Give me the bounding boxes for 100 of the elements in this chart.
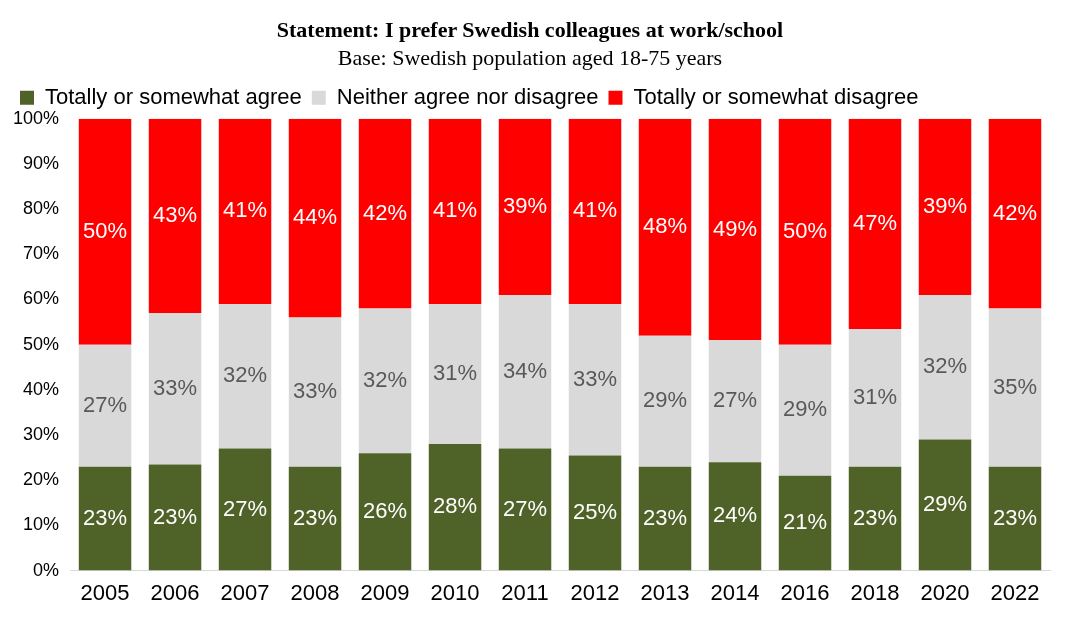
- y-tick-label: 50%: [23, 333, 60, 354]
- legend-label: Neither agree nor disagree: [336, 83, 599, 109]
- y-tick-label: 70%: [23, 243, 60, 264]
- data-label: 49%: [712, 215, 758, 241]
- bar: [848, 118, 902, 329]
- y-tick-label: 30%: [23, 424, 60, 445]
- bar: [498, 118, 552, 295]
- bar: [218, 448, 272, 571]
- bar: [148, 118, 202, 314]
- y-tick-label: 60%: [23, 288, 60, 309]
- x-tick-label: 2016: [780, 579, 830, 605]
- data-label: 50%: [782, 217, 828, 243]
- x-tick-label: 2012: [570, 579, 620, 605]
- data-label: 23%: [153, 503, 198, 529]
- data-label: 27%: [83, 391, 128, 417]
- bar: [918, 295, 972, 440]
- data-label: 26%: [363, 497, 408, 523]
- x-tick-label: 2018: [850, 579, 900, 605]
- data-label: 43%: [153, 202, 198, 227]
- data-label: 44%: [293, 204, 338, 230]
- data-label: 23%: [642, 504, 688, 530]
- data-label: 42%: [992, 199, 1038, 225]
- data-label: 23%: [83, 504, 128, 530]
- data-label: 42%: [363, 199, 408, 225]
- data-label: 31%: [433, 360, 478, 386]
- data-label: 33%: [293, 378, 338, 404]
- bar: [148, 313, 202, 465]
- data-label: 32%: [363, 366, 408, 392]
- bar: [778, 344, 832, 476]
- bar: [498, 448, 552, 571]
- data-label: 41%: [433, 197, 478, 223]
- bar: [218, 118, 272, 305]
- bar: [78, 344, 132, 467]
- data-label: 29%: [642, 387, 688, 413]
- chart-title: Statement: I prefer Swedish colleagues at work/school: [276, 16, 784, 42]
- bar: [708, 340, 762, 463]
- bar: [358, 453, 412, 571]
- x-tick-label: 2009: [360, 579, 410, 605]
- bar: [638, 335, 692, 467]
- data-label: 33%: [153, 374, 198, 400]
- x-tick-label: 2022: [990, 579, 1040, 605]
- data-label: 27%: [503, 495, 548, 521]
- bar: [988, 118, 1042, 309]
- data-label: 21%: [782, 509, 828, 535]
- bar: [918, 118, 972, 295]
- data-label: 39%: [503, 192, 548, 218]
- y-tick-label: 0%: [33, 559, 60, 580]
- bar: [78, 118, 132, 345]
- bar: [78, 466, 132, 571]
- x-tick-label: 2020: [920, 579, 970, 605]
- data-label: 50%: [83, 217, 128, 243]
- bar: [568, 118, 622, 305]
- data-label: 39%: [922, 192, 968, 218]
- y-tick-label: 40%: [23, 378, 60, 399]
- bar: [358, 308, 412, 454]
- bar: [988, 466, 1042, 571]
- bar: [568, 304, 622, 456]
- bar: [428, 444, 482, 571]
- bar: [708, 118, 762, 341]
- data-label: 32%: [223, 362, 268, 388]
- bar: [428, 304, 482, 445]
- x-tick-label: 2013: [640, 579, 690, 605]
- data-label: 35%: [992, 373, 1038, 399]
- data-label: 41%: [223, 197, 268, 223]
- bar: [498, 295, 552, 449]
- bar: [428, 118, 482, 305]
- bar: [358, 118, 412, 309]
- legend-label: Totally or somewhat disagree: [633, 83, 919, 109]
- bar: [708, 462, 762, 571]
- bar: [778, 118, 832, 345]
- data-label: 29%: [922, 491, 968, 517]
- data-label: 32%: [922, 353, 968, 379]
- chart-subtitle: Base: Swedish population aged 18-75 years: [337, 45, 723, 71]
- data-label: 23%: [992, 504, 1038, 530]
- data-label: 27%: [223, 495, 268, 521]
- y-tick-label: 80%: [23, 198, 60, 219]
- data-label: 48%: [642, 213, 688, 239]
- x-tick-label: 2005: [80, 579, 130, 605]
- bar: [638, 118, 692, 336]
- y-tick-label: 20%: [23, 469, 60, 490]
- data-label: 25%: [572, 499, 618, 525]
- bar: [288, 466, 342, 571]
- x-tick-label: 2007: [220, 579, 270, 605]
- bar: [778, 475, 832, 571]
- bar: [568, 455, 622, 571]
- data-label: 34%: [503, 357, 548, 383]
- bar: [218, 304, 272, 449]
- bar: [288, 118, 342, 318]
- bar: [918, 439, 972, 571]
- x-tick-label: 2008: [290, 579, 340, 605]
- data-label: 27%: [712, 387, 758, 413]
- y-tick-label: 100%: [12, 107, 60, 128]
- data-label: 24%: [712, 502, 758, 528]
- data-label: 31%: [852, 383, 898, 409]
- data-label: 41%: [572, 197, 618, 223]
- bar: [148, 464, 202, 571]
- y-tick-label: 10%: [23, 514, 60, 535]
- data-label: 47%: [852, 209, 898, 235]
- bar: [288, 317, 342, 467]
- data-label: 23%: [293, 504, 338, 530]
